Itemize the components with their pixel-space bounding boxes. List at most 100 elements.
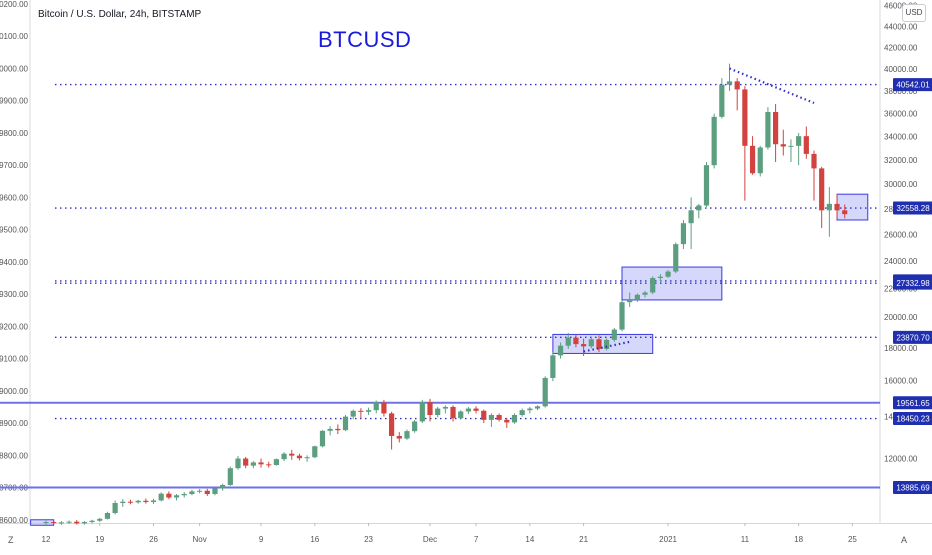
price-tag-label: 18450.23 (896, 415, 930, 424)
candle-body (143, 500, 149, 503)
candle-body (289, 453, 295, 456)
candle-body (565, 337, 571, 346)
candle-body (212, 488, 218, 494)
candle-body (296, 455, 303, 459)
auto-scale-button[interactable]: A (901, 535, 908, 545)
right-tick-label: 40000.00 (884, 65, 918, 74)
price-tag (893, 78, 932, 92)
time-tick-label: 25 (848, 535, 857, 544)
left-tick-label: 9800.00 (0, 129, 29, 138)
candle-body (611, 329, 617, 340)
candle-body (834, 203, 840, 211)
right-tick-label: 18000.00 (884, 344, 918, 353)
currency-badge[interactable]: USD (902, 4, 926, 22)
candle-body (412, 421, 418, 432)
candle-body (43, 522, 49, 524)
candle-body (749, 145, 756, 174)
candle-body (435, 408, 441, 416)
left-tick-label: 10200.00 (0, 0, 29, 9)
candle-body (381, 402, 387, 414)
time-tick-label: 2021 (659, 535, 677, 544)
left-tick-label: 8800.00 (0, 451, 29, 460)
candle-body (204, 490, 210, 494)
candle-body (442, 406, 448, 409)
candle-body (258, 462, 264, 465)
right-tick-label: 26000.00 (884, 230, 918, 239)
left-tick-label: 9700.00 (0, 161, 29, 170)
ascending-trendline (583, 340, 630, 353)
candle-body (135, 500, 141, 503)
left-tick-label: 9400.00 (0, 258, 29, 267)
candle-body (58, 522, 64, 524)
right-tick-label: 42000.00 (884, 44, 918, 53)
candle-body (319, 430, 326, 447)
chart-annotation-title: BTCUSD (318, 27, 412, 52)
candle-body (504, 419, 510, 423)
price-tag (893, 330, 932, 344)
left-tick-label: 9000.00 (0, 387, 29, 396)
candle-body (312, 446, 318, 458)
candle-body (673, 244, 679, 272)
candle-body (266, 464, 272, 466)
levels (0, 83, 880, 489)
candle-body (742, 89, 748, 146)
right-tick-label: 34000.00 (884, 133, 918, 142)
candle-body (596, 339, 602, 349)
candle-body (104, 513, 111, 519)
candle-body (235, 458, 241, 469)
left-tick-label: 9300.00 (0, 290, 29, 299)
price-tag (893, 276, 932, 290)
price-tag-label: 40542.01 (896, 81, 930, 90)
candle-body (335, 428, 341, 431)
timezone-button[interactable]: Z (8, 535, 14, 545)
symbol-title: Bitcoin / U.S. Dollar, 24h, BITSTAMP (38, 9, 202, 20)
price-tags: 40542.0132558.2827495.9227332.9823870.70… (893, 78, 932, 495)
time-tick-label: 19 (95, 535, 104, 544)
candle-body (458, 411, 464, 419)
candle-body (703, 165, 710, 206)
candle-body (89, 520, 95, 523)
candle-body (557, 345, 564, 356)
candle-body (327, 428, 333, 431)
right-tick-label: 30000.00 (884, 180, 918, 189)
time-tick-label: 7 (474, 535, 479, 544)
left-tick-label: 8900.00 (0, 419, 29, 428)
candle-body (780, 144, 786, 147)
candle-body (396, 435, 402, 439)
candle-body (773, 111, 779, 145)
candle-body (404, 431, 410, 439)
time-tick-label: 12 (42, 535, 51, 544)
trendlines (583, 67, 815, 353)
candle-body (734, 81, 740, 90)
candle-body (650, 278, 656, 293)
left-tick-label: 9600.00 (0, 193, 29, 202)
candle-body (166, 493, 172, 498)
candle-body (120, 501, 126, 504)
right-price-axis: 12000.0014000.0016000.0018000.0020000.00… (884, 2, 918, 464)
candle-body (534, 406, 541, 409)
candle-body (588, 339, 594, 347)
time-tick-label: 16 (310, 535, 319, 544)
candle-body (389, 413, 395, 436)
time-tick-label: 14 (525, 535, 534, 544)
candle-body (220, 484, 226, 489)
candle-body (657, 276, 663, 279)
candle-body (365, 410, 372, 412)
candle-body (819, 168, 825, 211)
candle-body (581, 344, 587, 347)
candle-body (419, 402, 425, 422)
candle-body (527, 408, 533, 411)
left-tick-label: 9900.00 (0, 97, 29, 106)
candle-body (197, 490, 203, 492)
candle-body (726, 81, 733, 85)
candle-body (74, 521, 80, 524)
candle-body (842, 210, 848, 215)
candle-body (680, 223, 687, 245)
candle-body (281, 453, 287, 460)
price-tag (893, 412, 932, 426)
candle-body (642, 292, 648, 295)
candle-body (665, 271, 671, 277)
right-tick-label: 46000.00 (884, 2, 918, 11)
